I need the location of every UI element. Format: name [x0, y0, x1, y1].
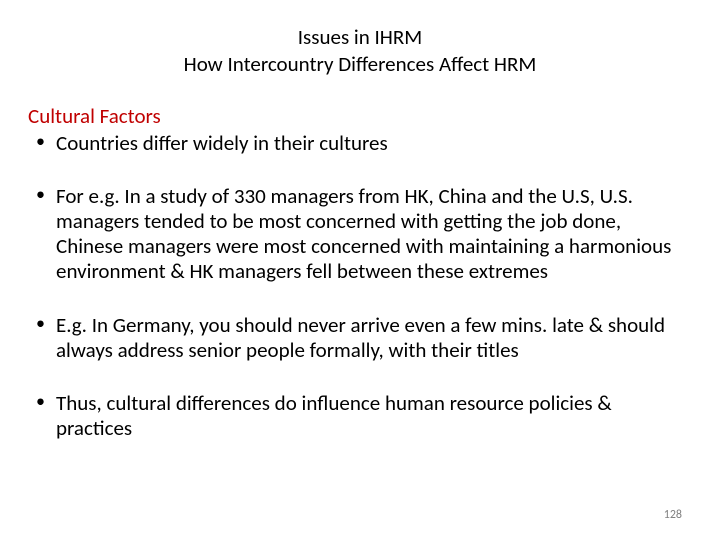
bullet-item: Countries differ widely in their culture…	[36, 131, 692, 156]
title-line-1: Issues in IHRM	[28, 24, 692, 51]
title-line-2: How Intercountry Differences Affect HRM	[28, 51, 692, 78]
section-heading: Cultural Factors	[28, 103, 692, 129]
bullet-list: Countries differ widely in their culture…	[28, 131, 692, 442]
page-number: 128	[664, 508, 682, 522]
bullet-item: For e.g. In a study of 330 managers from…	[36, 184, 692, 285]
bullet-item: E.g. In Germany, you should never arrive…	[36, 313, 692, 363]
title-block: Issues in IHRM How Intercountry Differen…	[28, 24, 692, 79]
bullet-item: Thus, cultural differences do influence …	[36, 391, 692, 441]
